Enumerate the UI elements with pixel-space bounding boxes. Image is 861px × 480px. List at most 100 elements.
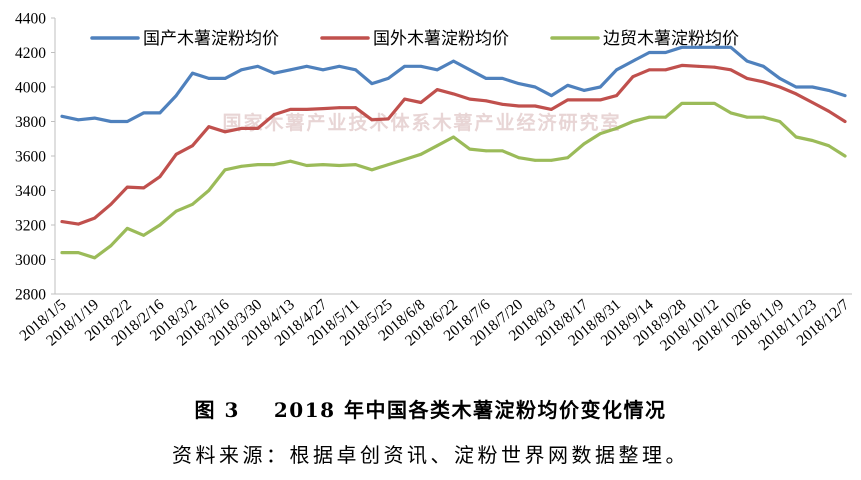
data-point [125, 120, 129, 123]
data-point [745, 115, 749, 119]
y-tick-label: 2800 [15, 287, 46, 304]
data-point [778, 120, 782, 123]
legend-label: 国外木薯淀粉均价 [373, 29, 509, 49]
y-tick-label: 4000 [15, 80, 46, 97]
data-point [207, 77, 211, 80]
data-point [729, 68, 733, 72]
data-point [680, 45, 684, 49]
data-point [174, 94, 178, 97]
data-point [843, 120, 847, 123]
data-point [468, 97, 472, 101]
legend-item: 国外木薯淀粉均价 [320, 29, 509, 49]
data-point [517, 82, 521, 85]
data-point [517, 104, 521, 108]
data-point [484, 77, 488, 80]
data-point [76, 222, 80, 226]
y-axis: 2800 3000 3200 3400 3600 3800 4000 4200 4400 [15, 11, 55, 304]
data-point [811, 139, 814, 142]
data-point [256, 163, 260, 167]
data-point [305, 108, 309, 111]
data-point [337, 64, 341, 68]
data-point [582, 142, 586, 146]
data-point [484, 99, 488, 103]
data-point [452, 135, 455, 139]
data-point [93, 116, 96, 120]
data-point [240, 68, 243, 72]
data-point [468, 68, 472, 72]
data-point [272, 163, 276, 167]
data-point [321, 107, 325, 110]
data-point [501, 102, 504, 106]
data-point [337, 106, 341, 110]
y-tick-label: 3000 [15, 252, 46, 269]
data-point [93, 216, 96, 220]
data-point [142, 233, 146, 237]
legend-item: 国产木薯淀粉均价 [90, 29, 279, 49]
data-point [713, 65, 716, 69]
data-point [615, 68, 618, 72]
data-point [762, 64, 765, 68]
data-point [435, 68, 439, 72]
series-3 [60, 101, 847, 260]
figure-title: 2018 年中国各类木薯淀粉均价变化情况 [273, 398, 667, 422]
data-point [207, 189, 211, 192]
data-point [811, 101, 814, 104]
data-point [631, 59, 635, 63]
data-point [794, 92, 798, 96]
data-point [60, 114, 64, 118]
data-point [843, 94, 847, 97]
data-point [468, 147, 472, 151]
data-point [142, 186, 146, 190]
data-point [533, 104, 537, 108]
data-point [598, 98, 602, 102]
data-point [321, 163, 325, 167]
data-point [419, 101, 423, 104]
data-point [647, 51, 651, 54]
data-point [566, 156, 570, 160]
data-point [664, 115, 667, 119]
data-point [631, 75, 635, 79]
y-tick-label: 4400 [15, 11, 46, 28]
data-point [256, 64, 260, 68]
data-point [109, 244, 113, 248]
data-point [435, 144, 439, 148]
y-tick-label: 3600 [15, 149, 46, 166]
data-point [174, 152, 178, 156]
y-tick-label: 3400 [15, 183, 46, 200]
data-point [223, 130, 227, 134]
data-point [321, 68, 325, 72]
data-point [386, 117, 390, 121]
data-point [827, 109, 831, 113]
line-chart: 国家木薯产业技术体系木薯产业经济研究室 2800 3000 3200 3400 3600… [15, 11, 853, 355]
data-point [125, 185, 129, 189]
data-point [272, 113, 276, 116]
data-point [566, 83, 570, 87]
data-point [794, 85, 798, 89]
data-point [76, 118, 80, 122]
data-point [223, 168, 227, 172]
data-point [109, 202, 113, 206]
x-axis: 2018/1/52018/1/192018/2/22018/2/162018/3… [16, 296, 852, 355]
data-point [272, 71, 276, 75]
data-point [386, 77, 390, 80]
source-note: 资料来源：根据卓创资讯、淀粉世界网数据整理。 [172, 443, 689, 467]
data-point [158, 111, 162, 115]
data-point [517, 156, 521, 160]
data-point [762, 80, 765, 84]
data-point [680, 64, 684, 67]
data-point [827, 144, 831, 148]
data-point [664, 51, 667, 54]
data-point [713, 45, 716, 49]
data-point [680, 102, 684, 105]
data-point [370, 168, 374, 172]
data-point [647, 68, 651, 72]
series-1 [60, 45, 847, 124]
data-point [142, 111, 146, 115]
data-point [452, 92, 455, 96]
data-point [729, 45, 733, 49]
data-point [566, 98, 570, 102]
legend-label: 边贸木薯淀粉均价 [603, 29, 739, 49]
data-point [305, 164, 309, 167]
data-point [827, 89, 831, 92]
data-point [305, 64, 309, 68]
